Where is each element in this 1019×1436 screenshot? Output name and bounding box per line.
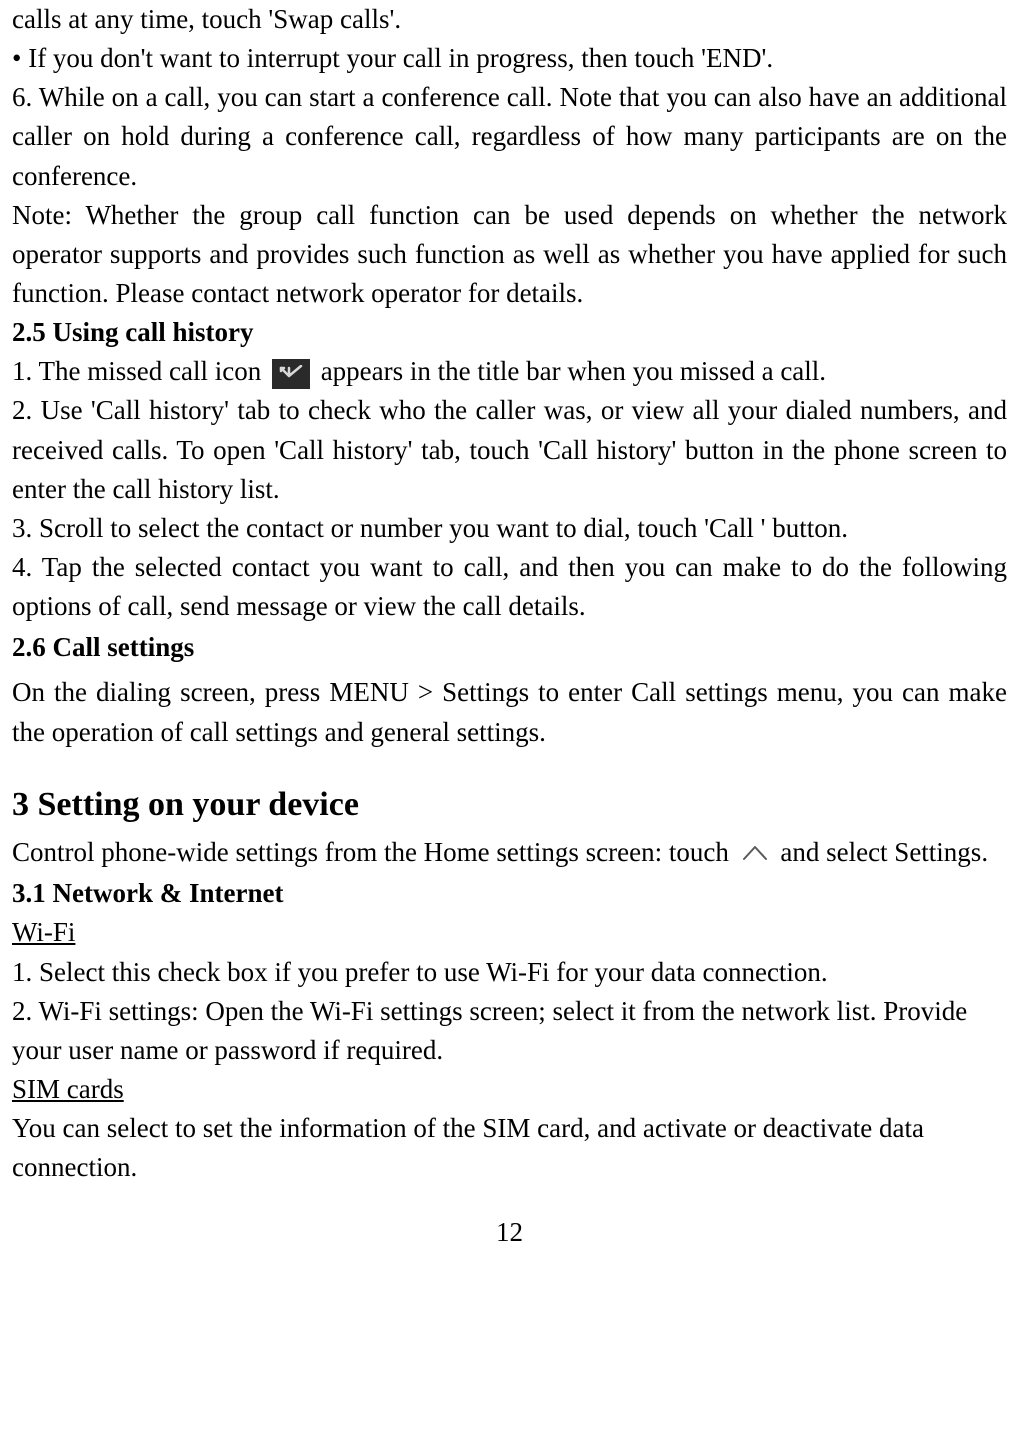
paragraph-missed-call-icon: 1. The missed call icon appears in the t… [12, 352, 1007, 391]
paragraph-call-history-tab: 2. Use 'Call history' tab to check who t… [12, 391, 1007, 508]
caret-up-icon [740, 835, 770, 874]
paragraph-swap-calls: calls at any time, touch 'Swap calls'. [12, 0, 1007, 39]
heading-call-settings: 2.6 Call settings [12, 628, 1007, 667]
paragraph-sim-info: You can select to set the information of… [12, 1109, 1007, 1187]
subheading-sim-cards: SIM cards [12, 1070, 1007, 1109]
heading-call-history: 2.5 Using call history [12, 313, 1007, 352]
paragraph-end-call: • If you don't want to interrupt your ca… [12, 39, 1007, 78]
heading-setting-device: 3 Setting on your device [12, 780, 1007, 829]
page-number: 12 [12, 1213, 1007, 1252]
paragraph-control-settings: Control phone-wide settings from the Hom… [12, 833, 1007, 874]
subheading-wifi: Wi-Fi [12, 913, 1007, 952]
paragraph-tap-contact: 4. Tap the selected contact you want to … [12, 548, 1007, 626]
paragraph-wifi-checkbox: 1. Select this check box if you prefer t… [12, 953, 1007, 992]
document-page: calls at any time, touch 'Swap calls'. •… [12, 0, 1007, 1253]
missed-call-icon [272, 359, 310, 389]
paragraph-group-call-note: Note: Whether the group call function ca… [12, 196, 1007, 313]
paragraph-dialing-menu: On the dialing screen, press MENU > Sett… [12, 673, 1007, 751]
text-missed-call-before: 1. The missed call icon [12, 356, 268, 386]
paragraph-conference-call: 6. While on a call, you can start a conf… [12, 78, 1007, 195]
text-missed-call-after: appears in the title bar when you missed… [314, 356, 826, 386]
text-control-before: Control phone-wide settings from the Hom… [12, 837, 736, 867]
paragraph-scroll-select: 3. Scroll to select the contact or numbe… [12, 509, 1007, 548]
paragraph-wifi-settings: 2. Wi-Fi settings: Open the Wi-Fi settin… [12, 992, 1007, 1070]
heading-network-internet: 3.1 Network & Internet [12, 874, 1007, 913]
text-control-after: and select Settings. [774, 837, 988, 867]
